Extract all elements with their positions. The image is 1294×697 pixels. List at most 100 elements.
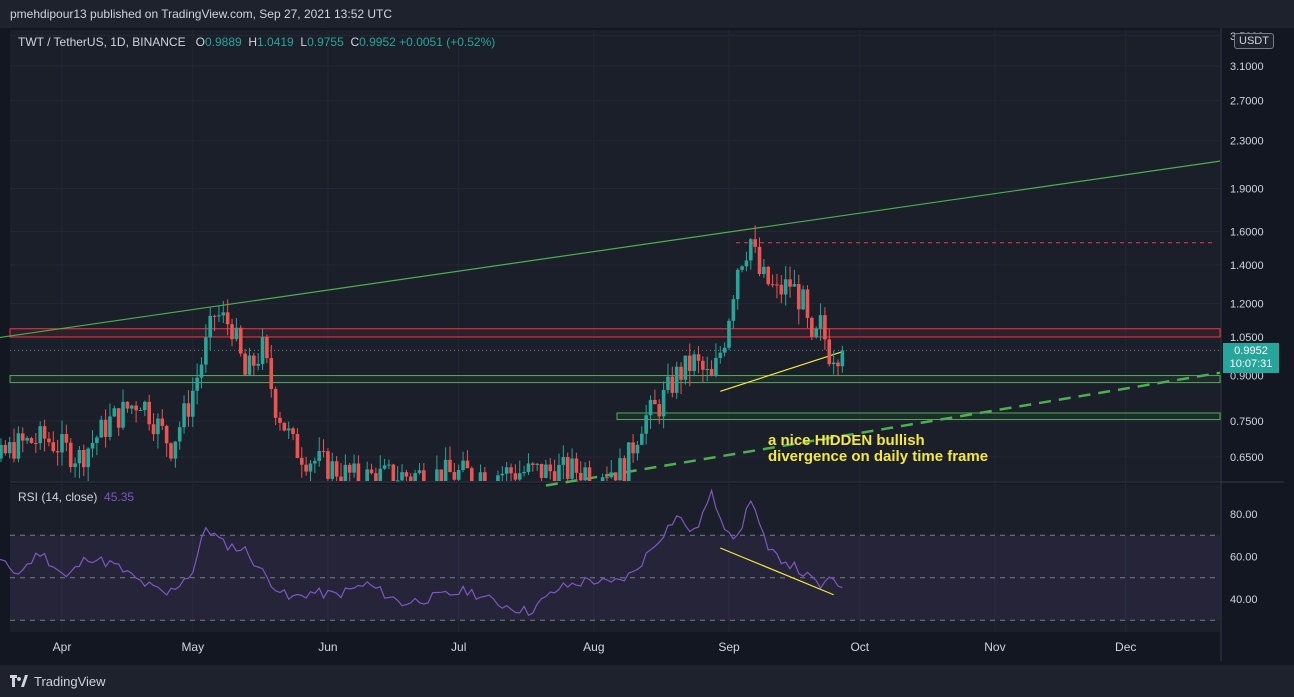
x-tick-label: Dec — [1115, 640, 1136, 654]
x-tick-label: Jun — [318, 640, 337, 654]
candle-body — [225, 312, 230, 325]
candle-body — [269, 358, 274, 389]
candle-body — [578, 472, 583, 481]
candle-body — [238, 327, 243, 354]
candle-body — [631, 442, 635, 454]
candle-body — [718, 352, 723, 358]
last-price: 0.9952 — [1234, 345, 1268, 357]
candle-body — [138, 410, 143, 412]
candle-body — [840, 350, 845, 367]
candle-body — [565, 457, 570, 479]
candle-body — [692, 354, 696, 372]
candle-body — [478, 472, 483, 481]
rsi-tick-label: 80.00 — [1230, 509, 1258, 521]
candle-body — [435, 469, 439, 481]
candle-body — [212, 315, 217, 317]
candle-body — [182, 403, 186, 428]
rsi-legend: RSI (14, close) 45.35 — [18, 490, 134, 504]
candle-body — [792, 284, 797, 287]
candle-body — [657, 404, 662, 417]
tradingview-brand[interactable]: TradingView — [10, 673, 106, 689]
rsi-divergence-line — [720, 547, 834, 596]
candle-body — [683, 355, 688, 380]
candle-body — [286, 428, 291, 431]
candle-body — [448, 459, 452, 473]
candle-body — [469, 468, 474, 481]
candle-body — [90, 442, 95, 449]
candle-body — [626, 442, 631, 481]
candle-body — [522, 471, 526, 474]
candle-body — [387, 464, 391, 466]
candle-body — [247, 355, 252, 375]
candle-body — [544, 464, 548, 478]
candle-body — [788, 279, 792, 287]
footer-bar: TradingView — [0, 665, 1294, 697]
candle-body — [600, 477, 605, 481]
y-tick-label: 0.6500 — [1230, 452, 1264, 464]
candle-body — [740, 266, 744, 270]
candle-body — [705, 368, 710, 370]
divergence-note: a nice HIDDEN bullish divergence on dail… — [768, 433, 988, 465]
candle-body — [190, 390, 195, 417]
candle-body — [770, 284, 775, 286]
candle-body — [68, 442, 73, 468]
candle-body — [666, 376, 670, 391]
candle-body — [679, 366, 683, 380]
candle-body — [531, 463, 535, 465]
candle-body — [47, 438, 51, 443]
currency-button[interactable]: USDT — [1234, 33, 1274, 49]
candle-body — [731, 299, 736, 321]
candle-body — [587, 467, 592, 481]
note-line-2: divergence on daily time frame — [768, 448, 989, 465]
y-tick-label: 0.7500 — [1230, 416, 1264, 428]
candle-body — [108, 416, 112, 437]
trendline-0 — [0, 160, 1221, 339]
candle-body — [295, 433, 300, 458]
candle-body — [38, 426, 43, 444]
high-label: H — [248, 35, 258, 49]
candle-body — [831, 362, 836, 365]
y-tick-label: 2.7000 — [1230, 96, 1264, 108]
candle-body — [156, 418, 160, 435]
candle-body — [0, 444, 3, 459]
candle-body — [823, 315, 827, 340]
candle-body — [622, 458, 627, 481]
candle-body — [321, 451, 326, 453]
candle-body — [635, 444, 640, 454]
candle-body — [465, 460, 470, 469]
candle-body — [714, 357, 718, 376]
candle-body — [456, 469, 461, 480]
candle-body — [273, 388, 278, 418]
rsi-value: 45.35 — [104, 490, 135, 504]
rsi-tick-label: 60.00 — [1230, 552, 1258, 564]
candle-body — [653, 399, 657, 405]
candle-body — [121, 401, 125, 428]
candle-body — [618, 458, 622, 481]
candle-body — [509, 467, 513, 474]
candle-body — [299, 457, 304, 465]
candle-body — [391, 464, 396, 481]
candle-body — [151, 424, 156, 435]
candle-body — [103, 419, 108, 437]
rsi-tick-label: 40.00 — [1230, 594, 1258, 606]
candle-body — [552, 471, 557, 481]
candle-body — [86, 448, 90, 468]
candle-body — [143, 401, 147, 411]
candle-body — [334, 461, 339, 477]
candle-body — [112, 408, 117, 417]
candle-body — [77, 449, 82, 464]
candle-body — [762, 266, 766, 275]
candle-body — [208, 315, 213, 338]
y-tick-label: 0.9000 — [1230, 371, 1264, 383]
candle-body — [291, 428, 295, 434]
candle-body — [801, 289, 805, 310]
candle-body — [29, 438, 34, 444]
candle-body — [173, 441, 178, 459]
price-pane — [10, 30, 1220, 481]
y-tick-label: 3.1000 — [1230, 61, 1264, 73]
candle-body — [169, 443, 173, 459]
candle-body — [256, 363, 260, 366]
candle-body — [744, 260, 749, 267]
candle-body — [352, 463, 356, 473]
